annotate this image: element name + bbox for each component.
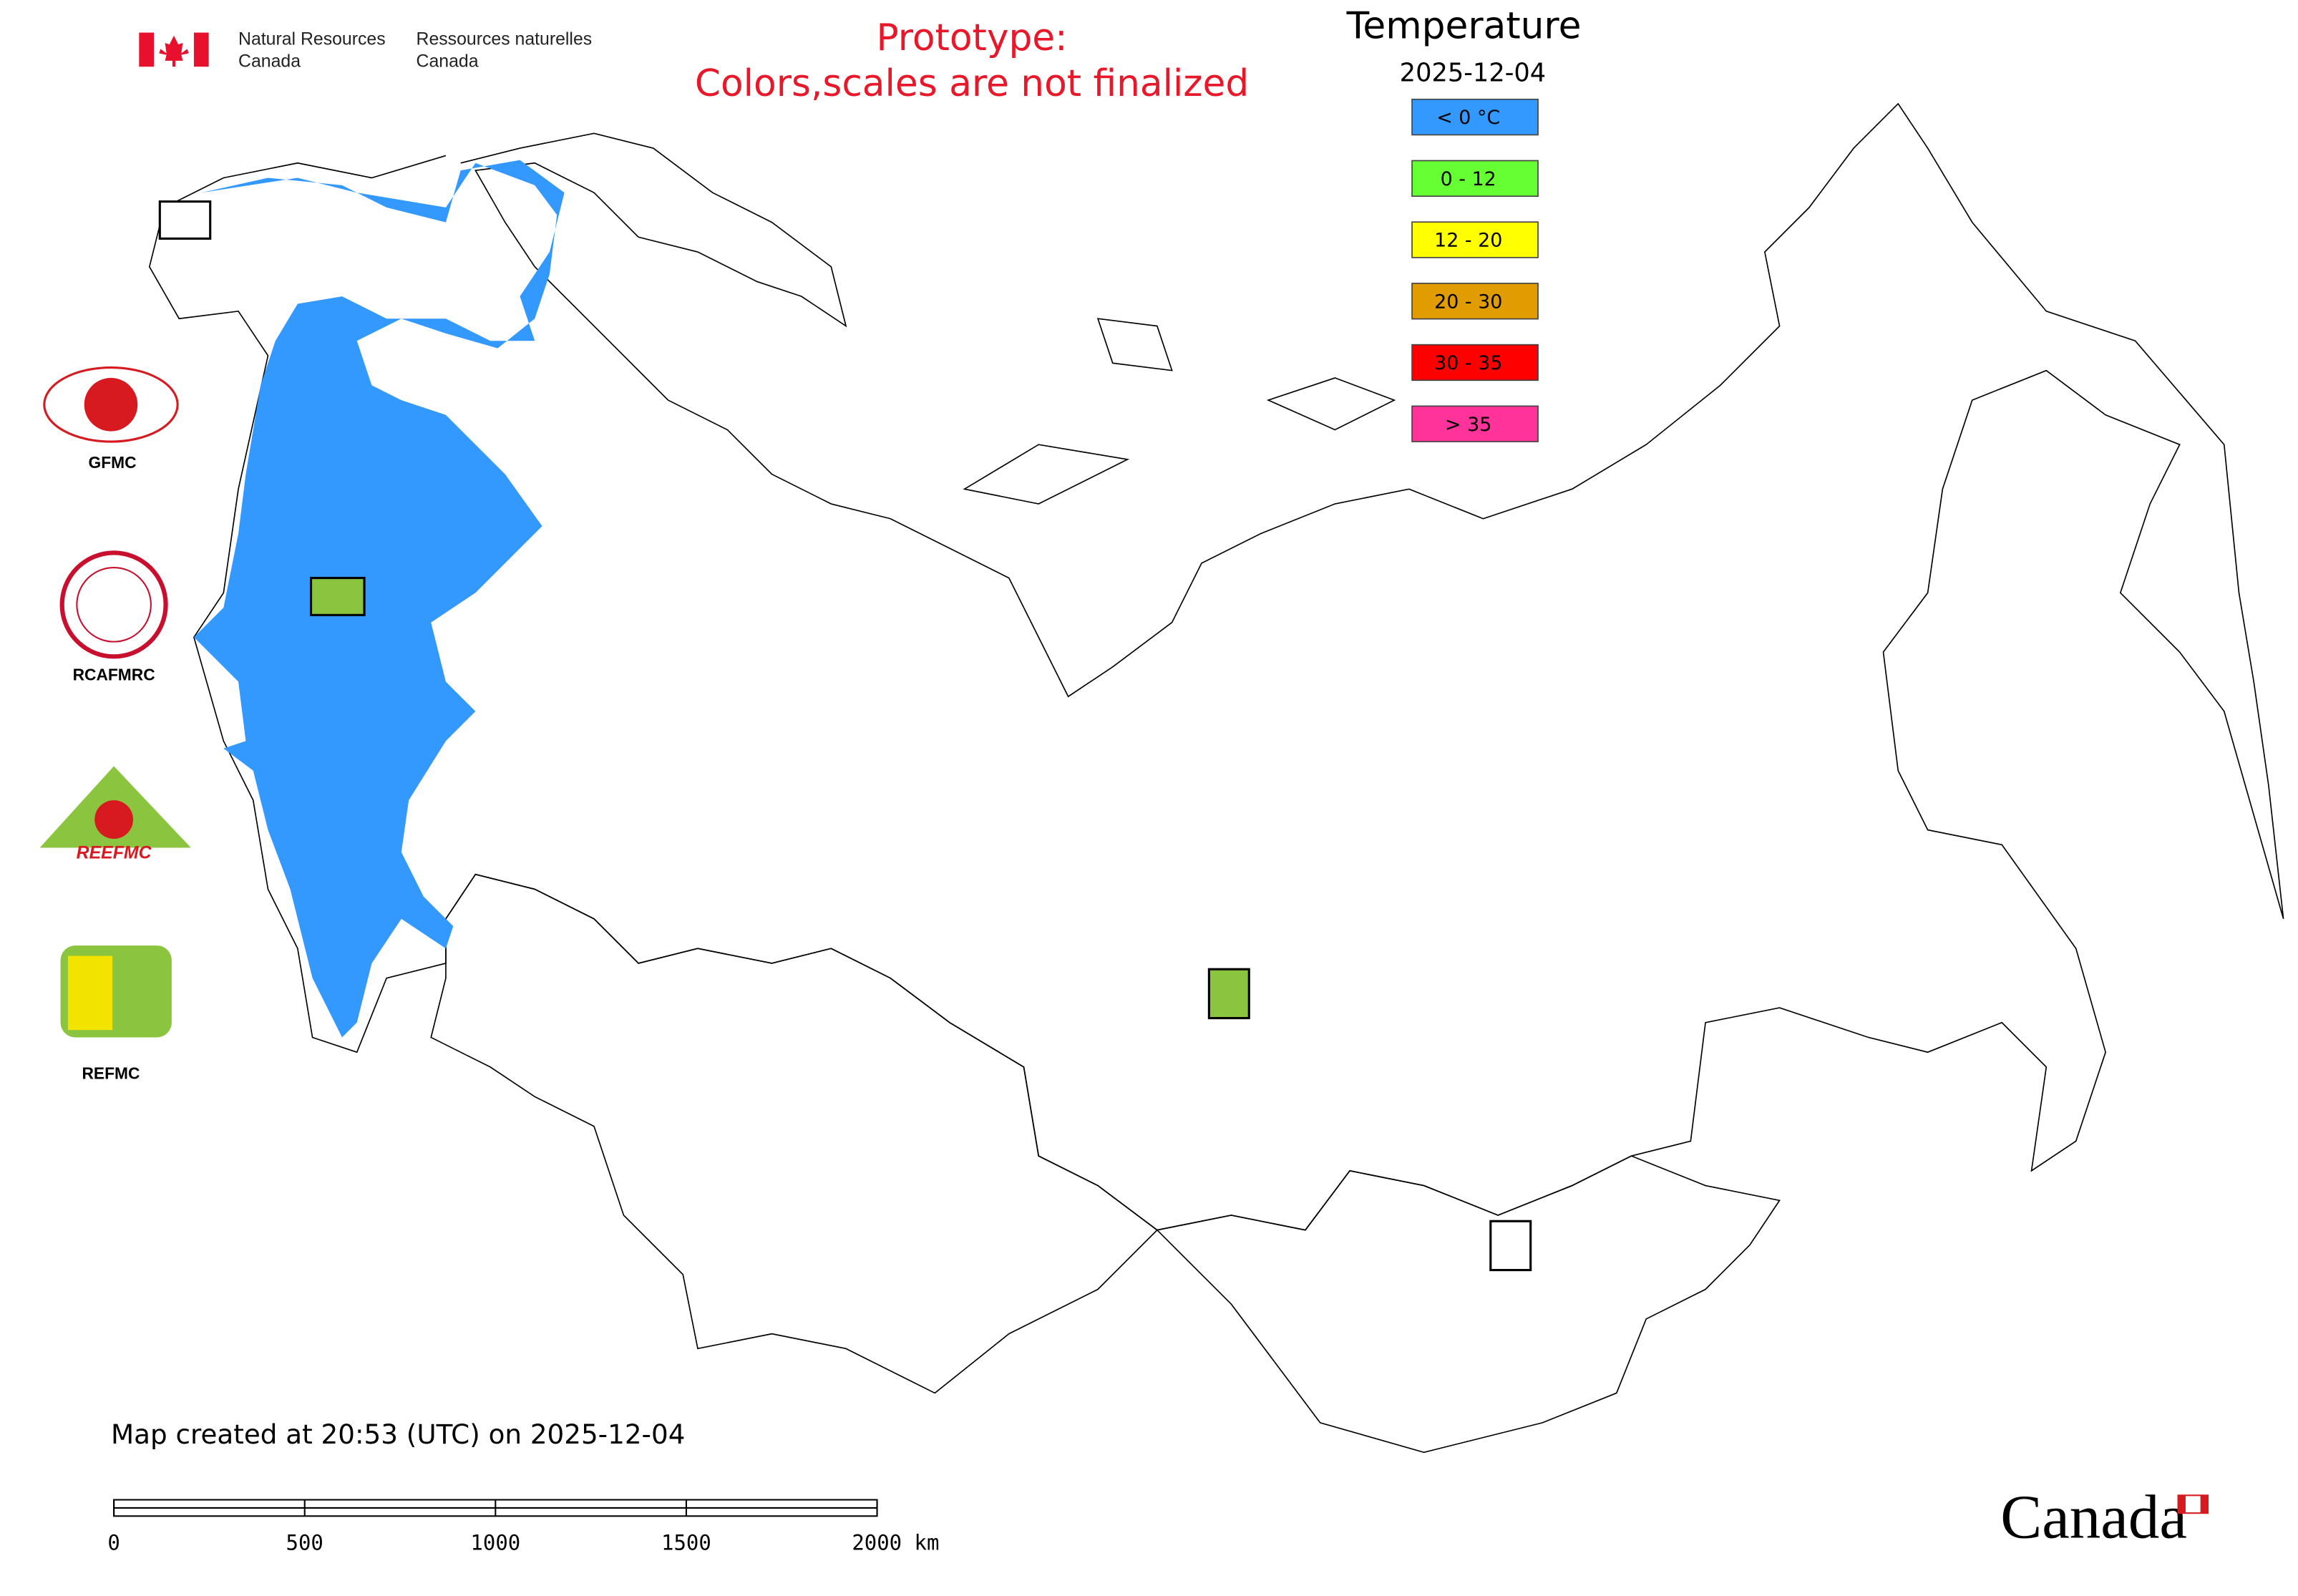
scale-label: 500 [286,1531,323,1555]
notice: Prototype: [877,16,1068,59]
canada-wordmark: Canada [2000,1483,2187,1552]
scale-label: 1000 [470,1531,520,1555]
legend-swatch [1411,344,1539,381]
logos: GFMC RCAFMRC REEFMC REFMC [39,200,1532,1272]
legend-label: 0 - 12 [1441,168,1496,190]
legend-label: > 35 [1445,414,1491,436]
scale-bar: 0 500 1000 1500 2000 km [107,1499,939,1555]
logo-label: REFMC [82,1064,140,1082]
dept-en: Natural Resources [238,29,386,49]
dept-fr: Canada [417,52,479,72]
legend-label: < 0 °C [1436,107,1500,129]
legend-label: 30 - 35 [1434,352,1502,374]
legend-label: 12 - 20 [1434,230,1502,252]
map-outlines [148,102,2284,1454]
mongolia-outline [1156,1155,1781,1454]
scale-label: 1500 [661,1531,711,1555]
nrcan-signature: Natural Resources Canada Ressources natu… [139,29,593,72]
created-note: Map created at 20:53 (UTC) on 2025-12-04 [111,1419,685,1450]
legend-swatch [1411,405,1539,442]
logo-label: RCAFMRC [73,665,155,683]
legend-date: 2025-12-04 [1400,59,1547,88]
scale-label: 2000 km [852,1531,939,1555]
legend-swatch [1411,98,1539,136]
logo-label: GFMC [89,453,137,472]
logo-label: REEFMC [77,843,152,862]
temperature-area [193,160,565,1038]
legend-swatch [1411,283,1539,320]
notice: Colors,scales are not finalized [695,62,1249,105]
legend-swatch [1411,160,1539,197]
legend-swatch [1411,221,1539,258]
dept-fr: Ressources naturelles [417,29,593,49]
europe-outline [148,155,447,1054]
russia-outline [445,102,2284,1231]
island-outline [963,318,1396,505]
kazakhstan-outline [430,873,1159,1394]
scale-label: 0 [107,1531,120,1555]
legend: < 0 °C 0 - 12 12 - 20 20 - 30 30 - 35 > 35 [1411,98,1539,442]
legend-title: Temperature [1346,4,1582,47]
legend-label: 20 - 30 [1434,291,1502,313]
dept-en: Canada [238,52,301,72]
